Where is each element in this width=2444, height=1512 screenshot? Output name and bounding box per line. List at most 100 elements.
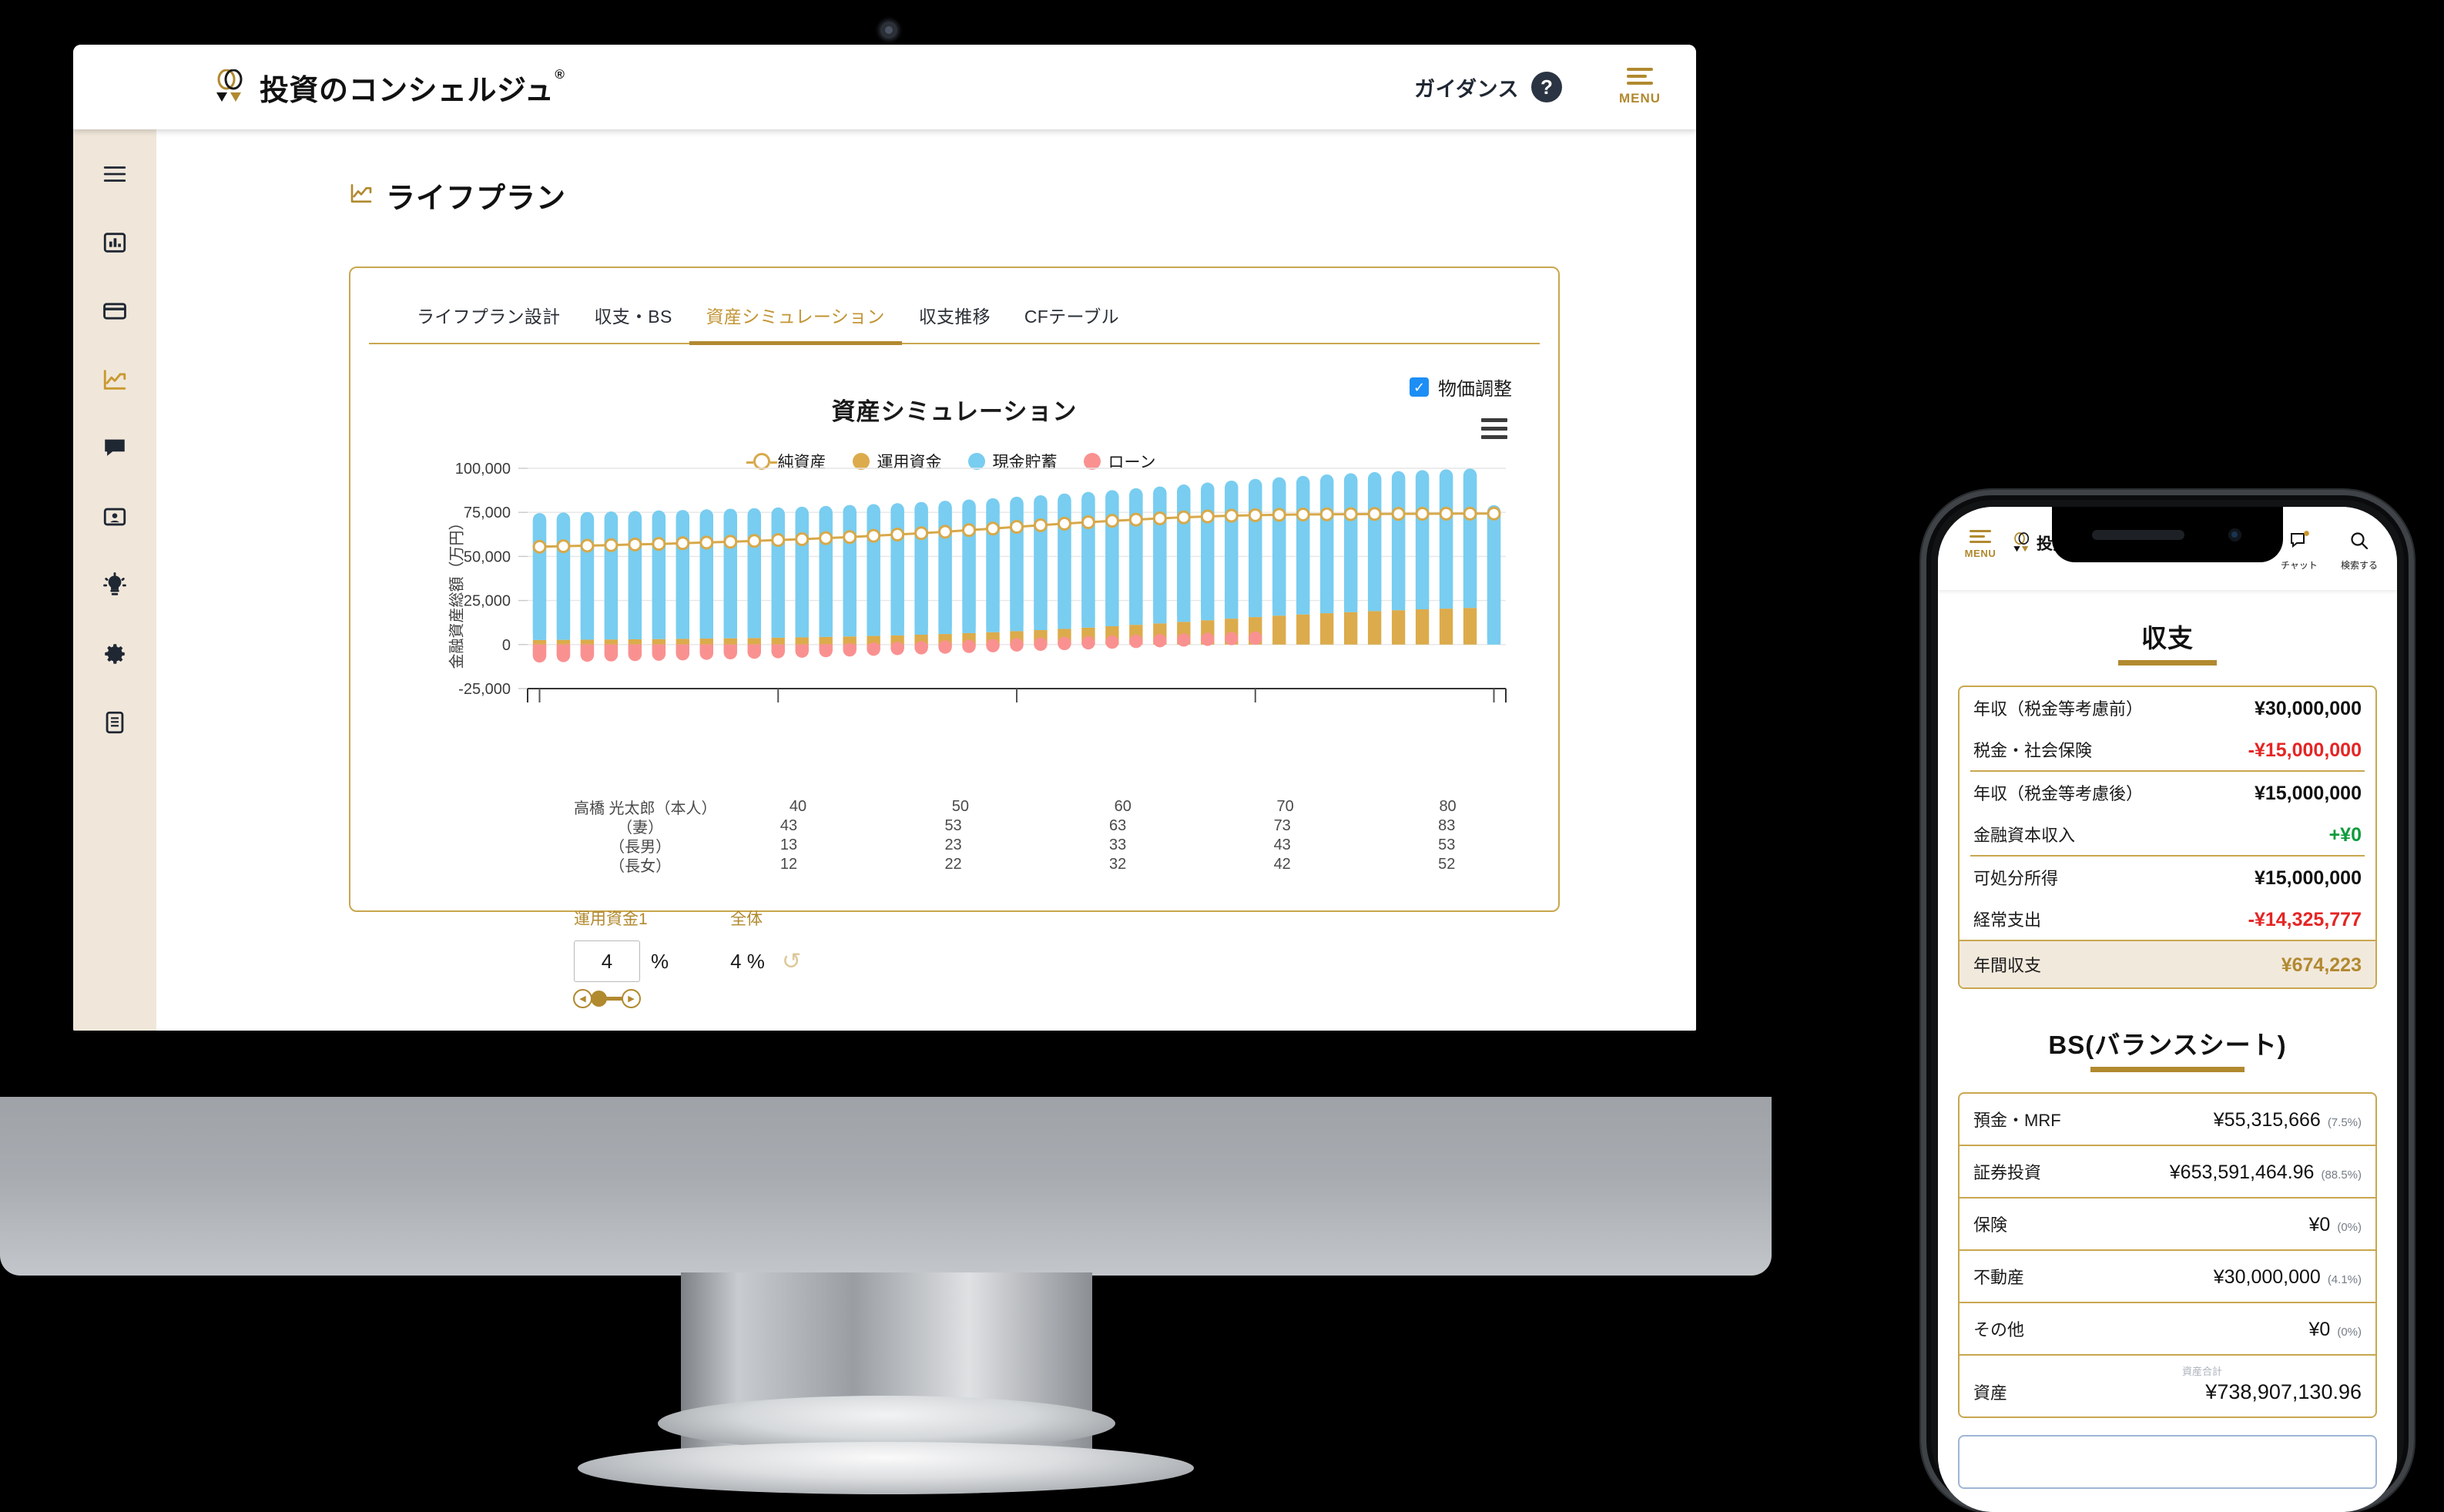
age-cell: 63 (1109, 817, 1127, 834)
sidebar-item-documents[interactable] (98, 707, 132, 738)
monitor-chin (0, 1097, 1772, 1276)
slider-increment-icon[interactable]: ▶ (622, 989, 641, 1008)
age-cell: 33 (1109, 836, 1127, 853)
row-label: 預金・MRF (1973, 1111, 2061, 1130)
list-item: 可処分所得 ¥15,000,000 (1960, 857, 2375, 898)
next-panel-placeholder[interactable] (1958, 1435, 2377, 1489)
desktop-monitor: 投資のコンシェルジュ® ガイダンス ? MENU (0, 22, 1772, 1494)
asset-simulation-plot[interactable]: -25,000 0 25,000 50,000 75,000 100,000 (397, 458, 1537, 735)
chart-menu-icon[interactable] (1481, 418, 1507, 444)
mobile-chat-button[interactable]: チャット (2271, 530, 2328, 572)
row-value: ¥15,000,000 (2254, 867, 2362, 889)
webcam-icon (880, 22, 897, 39)
fund-rate-input[interactable]: 4 (574, 940, 640, 982)
legend-item-networth[interactable]: 純資産 (746, 450, 826, 473)
legend-label-loan: ローン (1108, 454, 1156, 471)
logo-mark-icon (2012, 532, 2032, 554)
legend-item-loan[interactable]: ローン (1083, 450, 1156, 473)
list-item: 預金・MRF ¥55,315,666 (7.5%) (1960, 1094, 2375, 1145)
asset-total-row: 資産合計 資産 ¥738,907,130.96 (1960, 1356, 2375, 1416)
svg-text:75,000: 75,000 (464, 505, 511, 521)
desktop-screen: 投資のコンシェルジュ® ガイダンス ? MENU (73, 45, 1696, 1031)
chart-title: 資産シミュレーション (831, 398, 1078, 425)
sidebar-item-profile[interactable] (98, 501, 132, 532)
row-value: ¥738,907,130.96 (2205, 1380, 2362, 1403)
mobile-body[interactable]: 収支 年収（税金等考慮前） ¥30,000,000 税金・社会保険 -¥15,0… (1938, 590, 2397, 1512)
row-label: 保険 (1973, 1215, 2008, 1235)
x-axis-age-table: 高橋 光太郎（本人） 40 50 60 70 80 （妻） 43 53 63 (574, 797, 1529, 875)
annual-balance-row: 年間収支 ¥674,223 (1960, 941, 2375, 987)
svg-text:25,000: 25,000 (464, 593, 511, 610)
fund-rate-slider[interactable]: ◀ ▶ (573, 987, 641, 1009)
legend-marker-loan (1083, 453, 1101, 470)
sidebar-item-accounts[interactable] (98, 296, 132, 327)
tab-cf-table[interactable]: CFテーブル (1024, 307, 1119, 327)
svg-text:0: 0 (502, 637, 511, 654)
slider-decrement-icon[interactable]: ◀ (573, 989, 592, 1008)
tab-cashflow-bs[interactable]: 収支・BS (594, 307, 672, 327)
row-label: 不動産 (1973, 1268, 2025, 1287)
age-cell: 70 (1276, 798, 1294, 815)
list-item: 経常支出 -¥14,325,777 (1960, 898, 2375, 940)
sidebar-item-ideas[interactable] (98, 570, 132, 601)
sidebar-item-settings[interactable] (98, 639, 132, 669)
svg-text:-25,000: -25,000 (458, 681, 511, 698)
mobile-phone: MENU 投資のコンシェルジュ チャ (1921, 490, 2414, 1512)
mobile-menu-button[interactable]: MENU (1949, 530, 2012, 559)
row-label: 年間収支 (1973, 956, 2042, 975)
list-item: その他 ¥0 (0%) (1960, 1303, 2375, 1354)
legend-label-investment: 運用資金 (877, 454, 942, 471)
age-row-label: （長男） (609, 839, 672, 856)
monitor-neck (658, 1272, 1115, 1451)
row-value: ¥653,591,464.96 (2169, 1162, 2315, 1183)
undo-icon[interactable]: ↺ (781, 948, 802, 974)
sidebar-item-lifeplan[interactable] (98, 364, 132, 395)
list-item: 証券投資 ¥653,591,464.96 (88.5%) (1960, 1146, 2375, 1197)
divider (1960, 940, 2375, 941)
legend-item-investment[interactable]: 運用資金 (852, 450, 942, 473)
row-value: ¥674,223 (2281, 954, 2362, 976)
sidebar-item-chat[interactable] (98, 433, 132, 464)
row-percent: (88.5%) (2321, 1168, 2362, 1182)
asset-total-caption: 資産合計 (2181, 1366, 2222, 1377)
age-cell: 12 (779, 856, 798, 873)
menu-button[interactable]: MENU (1605, 68, 1675, 106)
age-row-label: （妻） (617, 820, 664, 836)
tab-asset-simulation[interactable]: 資産シミュレーション (689, 302, 902, 345)
row-label: 金融資本収入 (1973, 826, 2076, 845)
age-cell: 52 (1438, 856, 1456, 873)
row-value: +¥0 (2328, 824, 2362, 846)
divider (1960, 1354, 2375, 1356)
row-label: 可処分所得 (1973, 869, 2059, 888)
mobile-menu-label: MENU (1964, 548, 1996, 559)
lifeplan-card: ライフプラン設計 収支・BS 資産シミュレーション 収支推移 CFテーブル ✓ … (349, 267, 1560, 1008)
sidebar-item-dashboard[interactable] (98, 227, 132, 258)
tab-lifeplan-design[interactable]: ライフプラン設計 (417, 307, 561, 327)
age-cell: 60 (1114, 798, 1131, 815)
divider (1970, 855, 2365, 857)
logo-mark-icon (213, 69, 247, 105)
monitor-base (578, 1442, 1194, 1494)
age-cell: 83 (1438, 817, 1456, 834)
slider-track (584, 997, 630, 1001)
tab-cashflow-trend[interactable]: 収支推移 (918, 307, 991, 327)
total-label: 全体 (730, 910, 763, 928)
guidance-label[interactable]: ガイダンス (1414, 77, 1519, 101)
help-icon[interactable]: ? (1531, 72, 1562, 102)
slider-knob[interactable] (591, 991, 607, 1007)
section-underline (2090, 1067, 2245, 1072)
row-label: 年収（税金等考慮前） (1973, 699, 2144, 719)
age-cell: 43 (779, 817, 798, 834)
svg-text:50,000: 50,000 (464, 548, 511, 565)
mobile-search-button[interactable]: 検索する (2331, 530, 2388, 572)
chart-legend: 純資産 運用資金 現金貯蓄 ローン (350, 450, 1558, 473)
age-cell: 53 (944, 817, 962, 834)
legend-item-cash[interactable]: 現金貯蓄 (967, 450, 1058, 473)
chart-area: ✓ 物価調整 資産シミュレーション 純資産 運用資金 (350, 344, 1558, 1008)
bs-section-title: BS(バランスシート) (2048, 1031, 2287, 1059)
brand-logo[interactable]: 投資のコンシェルジュ® (213, 66, 565, 109)
inflation-adjust-checkbox[interactable]: ✓ 物価調整 (1410, 374, 1512, 401)
header-actions: ガイダンス ? MENU (1414, 68, 1696, 106)
brand-name: 投資のコンシェルジュ® (260, 66, 565, 107)
sidebar-item-menu[interactable] (98, 159, 132, 189)
